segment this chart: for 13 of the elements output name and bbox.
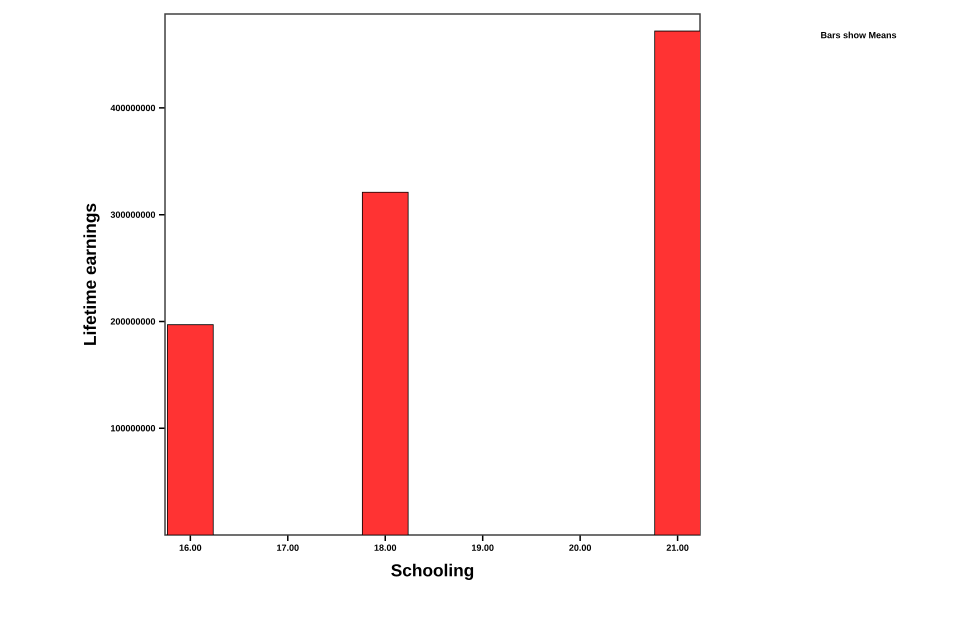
y-tick-label: 400000000 xyxy=(110,104,156,112)
y-axis-title: Lifetime earnings xyxy=(83,204,100,345)
x-tick-label: 17.00 xyxy=(277,544,299,551)
text: Bars show Means xyxy=(821,32,896,38)
x-axis-title: Schooling xyxy=(391,564,474,580)
x-tick-label: 16.00 xyxy=(180,544,202,551)
x-tick-label: 18.00 xyxy=(374,544,396,551)
x-tick-label: 20.00 xyxy=(569,544,592,551)
y-tick-label: 100000000 xyxy=(110,425,156,432)
x-tick-label: 21.00 xyxy=(666,544,688,551)
y-tick-label: 200000000 xyxy=(110,318,156,325)
y-tick-label: 300000000 xyxy=(110,212,156,218)
x-tick-label: 19.00 xyxy=(472,544,494,551)
